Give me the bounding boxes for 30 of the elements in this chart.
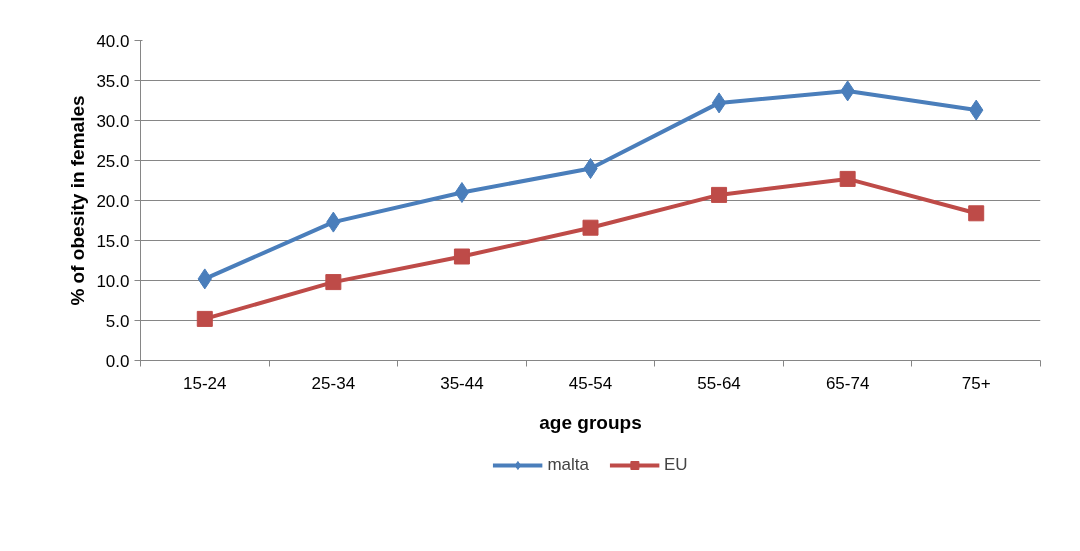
point <box>453 248 470 265</box>
x-tick-label: 65-74 <box>825 373 870 393</box>
point <box>454 182 470 203</box>
y-tick-label: 30.0 <box>96 111 130 131</box>
point <box>196 310 213 327</box>
x-tick-label: 35-44 <box>440 373 484 393</box>
x-tick-label: 45-54 <box>568 373 613 393</box>
point <box>711 92 727 114</box>
point <box>839 170 856 187</box>
y-tick-label: 15.0 <box>96 231 130 251</box>
y-tick-label: 5.0 <box>105 311 130 331</box>
y-tick-label: 0.0 <box>105 351 130 371</box>
x-tick-label: 75+ <box>961 373 991 393</box>
x-axis-title: age groups <box>539 411 642 433</box>
y-tick-label: 40.0 <box>96 31 130 51</box>
y-tick-label: 25.0 <box>96 151 130 171</box>
point <box>583 158 598 179</box>
x-tick-label: 25-34 <box>311 373 356 393</box>
y-tick-label: 10.0 <box>96 271 130 291</box>
x-tick-label: 15-24 <box>183 373 227 393</box>
legend-label: malta <box>547 455 589 475</box>
legend-label: EU <box>663 455 688 475</box>
point <box>968 205 985 222</box>
point <box>711 186 728 203</box>
point <box>582 219 599 236</box>
x-tick-label: 55-64 <box>697 373 741 393</box>
y-tick-label: 20.0 <box>96 191 130 211</box>
y-axis-title: % of obesity in females <box>67 95 89 306</box>
point <box>325 274 342 291</box>
y-tick-label: 35.0 <box>96 71 130 91</box>
